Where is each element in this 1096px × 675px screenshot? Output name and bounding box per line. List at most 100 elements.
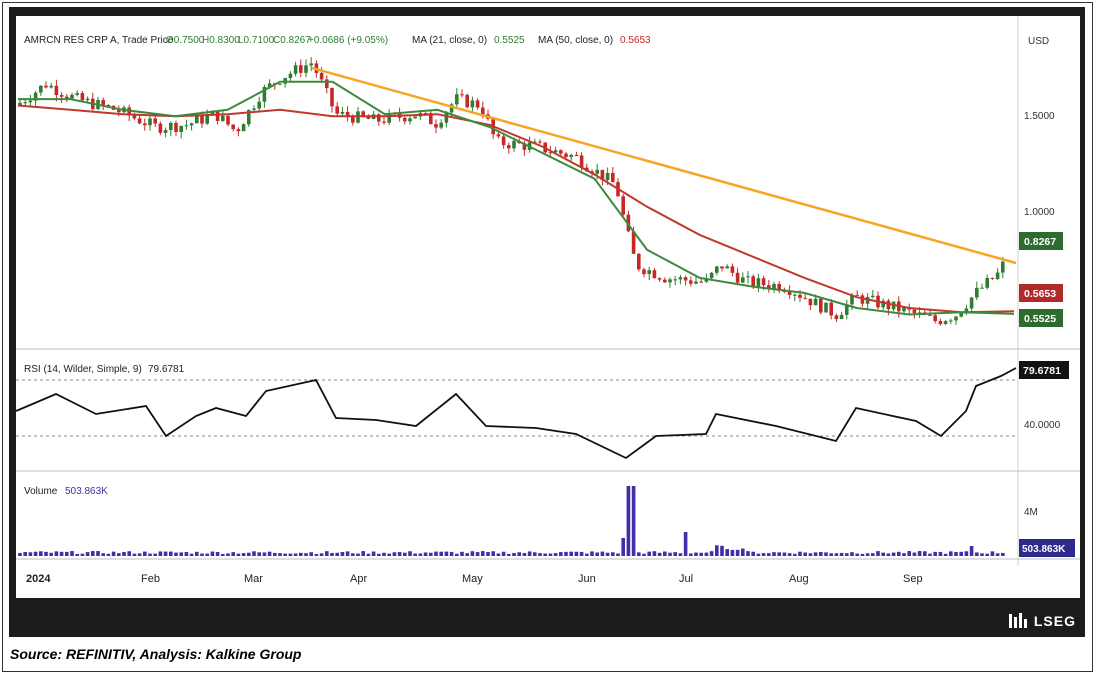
candle-body: [496, 134, 501, 137]
volume-bar: [496, 553, 501, 556]
volume-bar: [127, 551, 131, 556]
volume-bar: [252, 551, 256, 556]
chart-area[interactable]: AMRCN RES CRP A, Trade Price O0.7500 H0.…: [15, 16, 1080, 598]
candle-body: [241, 124, 246, 132]
candle-body: [143, 123, 147, 126]
volume-bar: [663, 551, 667, 556]
volume-bar: [845, 553, 849, 556]
volume-bar: [949, 551, 953, 556]
volume-bar: [569, 551, 573, 556]
candle-body: [975, 287, 979, 298]
candle-body: [954, 316, 958, 321]
volume-bar: [907, 551, 911, 556]
volume-bar: [709, 551, 714, 556]
volume-bar: [163, 551, 168, 556]
candle-body: [621, 196, 625, 215]
candle-body: [548, 152, 553, 154]
candle-body: [460, 94, 464, 96]
candle-body: [928, 314, 932, 316]
candle-body: [174, 122, 178, 133]
candle-body: [694, 281, 698, 284]
candle-body: [169, 122, 173, 131]
volume-bar: [59, 551, 64, 556]
candle-body: [132, 115, 137, 119]
time-axis: 2024 Feb Mar Apr May Jun Jul Aug Sep: [26, 573, 923, 585]
volume-bar: [174, 552, 178, 556]
volume-bar: [980, 553, 984, 556]
volume-bar: [143, 551, 147, 556]
candle-body: [808, 298, 813, 306]
volume-bar: [730, 549, 735, 556]
candle-body: [429, 113, 433, 125]
candle-body: [533, 141, 537, 143]
candle-body: [855, 294, 859, 296]
candle-body: [163, 130, 168, 133]
rsi-tick-label: 40.0000: [1024, 420, 1061, 431]
candle-body: [189, 123, 194, 126]
volume-bar: [855, 553, 859, 556]
candle-body: [933, 315, 937, 322]
candle-body: [574, 155, 579, 157]
volume-bar: [559, 552, 563, 556]
candle-body: [600, 169, 605, 181]
volume-bar: [595, 552, 599, 556]
volume-bar: [761, 553, 766, 556]
candle-body: [153, 118, 157, 124]
candle-body: [813, 298, 818, 306]
volume-bar: [782, 552, 787, 556]
volume-bar: [678, 553, 683, 556]
candle-body: [18, 102, 22, 106]
candle-body: [730, 266, 735, 273]
ma21-line: [18, 80, 1015, 316]
volume-bar: [876, 551, 880, 556]
instrument-label: AMRCN RES CRP A, Trade Price: [24, 35, 174, 46]
candle-body: [33, 92, 38, 101]
volume-bar: [96, 551, 100, 556]
price-chart-svg[interactable]: AMRCN RES CRP A, Trade Price O0.7500 H0.…: [15, 16, 1080, 598]
candle-body: [226, 115, 230, 125]
volume-bar: [803, 552, 807, 556]
candle-body: [605, 172, 610, 181]
volume-bar: [434, 551, 438, 556]
candle-body: [720, 266, 724, 269]
candle-body: [465, 94, 469, 108]
time-tick-label: Apr: [350, 573, 367, 585]
volume-bar: [923, 551, 927, 556]
ma21-label: MA (21, close, 0): [412, 35, 487, 46]
volume-bar: [767, 553, 771, 556]
candle-body: [637, 253, 641, 270]
candle-body: [361, 111, 365, 117]
candle-body: [267, 83, 272, 87]
volume-bar: [891, 552, 896, 556]
volume-bar: [366, 553, 371, 556]
candle-body: [699, 281, 703, 283]
currency-label: USD: [1028, 36, 1049, 47]
candle-body: [288, 73, 293, 79]
volume-bar: [829, 553, 833, 556]
volume-bar: [371, 551, 376, 556]
candle-body: [782, 291, 787, 293]
volume-bar: [720, 545, 724, 556]
candle-body: [387, 113, 391, 123]
candle-body: [278, 83, 282, 85]
volume-bar: [309, 552, 313, 556]
volume-bar: [704, 552, 709, 556]
candle-body: [184, 125, 189, 127]
volume-bar: [850, 552, 854, 556]
candle-body: [325, 79, 329, 89]
volume-bar: [522, 552, 527, 556]
volume-bar: [444, 551, 449, 556]
price-tick-label: 1.0000: [1024, 207, 1055, 218]
volume-bar: [293, 553, 298, 556]
candle-body: [985, 277, 989, 288]
volume-bar: [969, 546, 974, 556]
volume-bar: [28, 552, 33, 556]
change-value: +0.0686 (+9.05%): [308, 35, 388, 46]
candle-body: [475, 100, 480, 108]
candle-body: [860, 295, 865, 304]
volume-bar: [221, 553, 225, 556]
volume-bar: [283, 553, 287, 556]
volume-bar: [808, 553, 813, 556]
rsi-line: [15, 367, 1017, 460]
volume-bar: [637, 552, 641, 556]
